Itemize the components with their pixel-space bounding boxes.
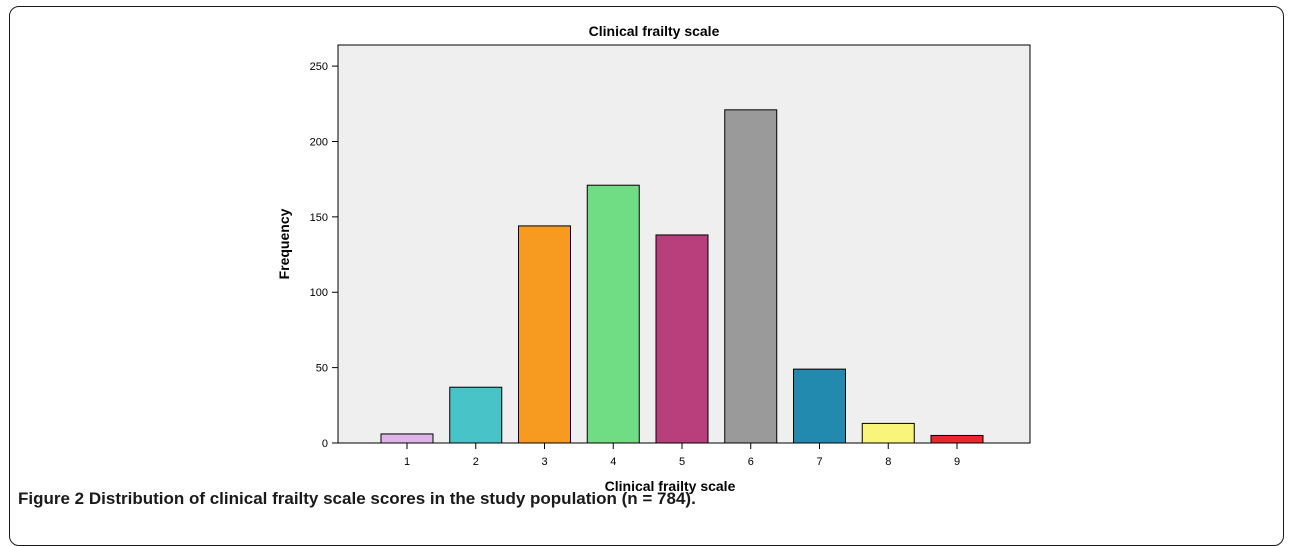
y-tick-label: 250 [310,61,328,73]
bar [586,184,640,444]
y-tick-label: 0 [322,438,328,450]
bar [930,434,984,444]
figure-caption-text: Distribution of clinical frailty scale s… [88,489,696,508]
x-tick-label: 9 [954,456,960,468]
bar [793,368,846,444]
y-tick-label: 100 [310,287,328,299]
x-tick-label: 3 [541,456,547,468]
figure-caption: Figure 2 Distribution of clinical frailt… [18,489,696,509]
x-axis-label: Clinical frailty scale [605,478,736,494]
x-tick-label: 7 [816,456,822,468]
y-tick-label: 200 [310,136,328,148]
x-tick-label: 6 [748,456,754,468]
chart-title: Clinical frailty scale [589,23,720,39]
y-tick-label: 50 [316,363,328,375]
x-tick-label: 1 [404,456,410,468]
y-axis: 0 50 100 150 200 250 [310,61,338,450]
bar [518,225,571,444]
bar [655,234,709,444]
y-tick-label: 150 [310,212,328,224]
bars [380,109,984,444]
bar [861,422,915,444]
bar [724,109,778,444]
x-tick-label: 4 [610,456,616,468]
y-axis-label: Frequency [276,208,292,279]
bar [380,433,434,444]
x-tick-label: 8 [885,456,891,468]
x-axis: 1 2 3 4 5 6 7 8 9 [404,443,960,468]
bar [449,386,503,444]
x-tick-label: 5 [679,456,685,468]
x-tick-label: 2 [473,456,479,468]
figure-label: Figure 2 [18,489,85,508]
